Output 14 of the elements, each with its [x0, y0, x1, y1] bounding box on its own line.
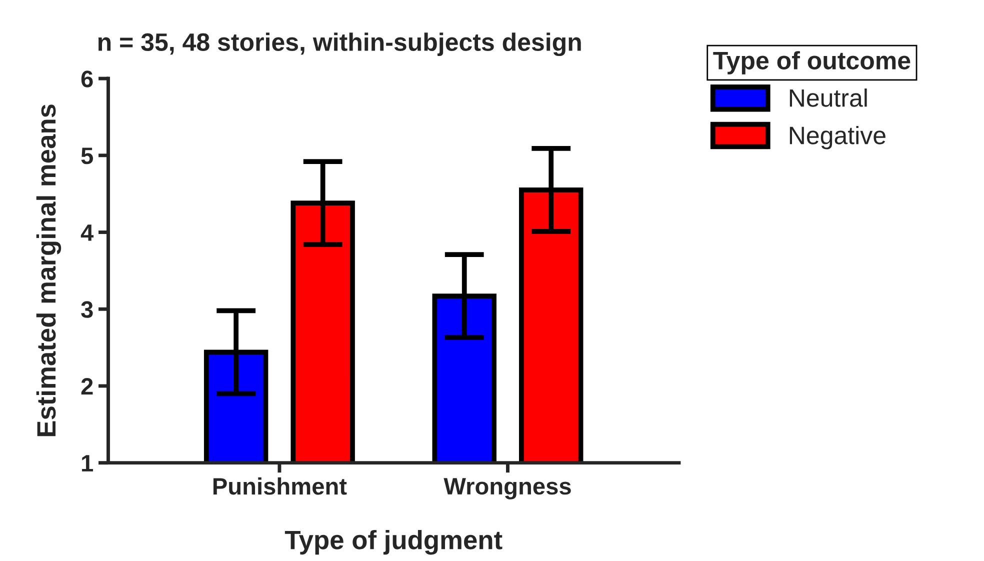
- y-tick-label: 4: [80, 224, 94, 241]
- chart-title: n = 35, 48 stories, within-subjects design: [98, 32, 581, 56]
- legend-title: Type of outcome: [713, 51, 910, 74]
- y-axis-title: Estimated marginal means: [36, 104, 62, 436]
- x-tick-label: Punishment: [213, 477, 347, 495]
- legend-label: Negative: [790, 126, 886, 150]
- x-tick-label: Wrongness: [444, 478, 571, 500]
- x-axis-title: Type of judgment: [284, 530, 502, 555]
- legend-label: Neutral: [790, 88, 867, 107]
- y-tick-label: 3: [81, 301, 93, 318]
- y-tick-label: 6: [81, 70, 93, 88]
- y-tick-label: 2: [81, 378, 93, 395]
- y-tick-label: 5: [81, 148, 93, 164]
- y-tick-label: 1: [82, 455, 93, 472]
